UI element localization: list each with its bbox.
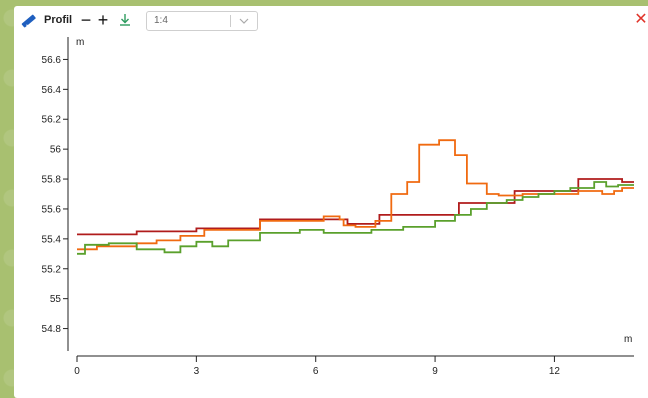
- scale-value: 1:4: [154, 15, 168, 26]
- y-tick-label: 56.6: [42, 55, 62, 66]
- y-tick-label: 56: [50, 145, 62, 156]
- x-tick-label: 6: [313, 366, 319, 377]
- x-tick-label: 3: [194, 366, 200, 377]
- x-tick-label: 0: [74, 366, 80, 377]
- zoom-out-button[interactable]: −: [80, 10, 92, 30]
- y-tick-label: 55.8: [42, 175, 62, 186]
- ruler-icon: [21, 14, 36, 28]
- profile-toolbar: Profil − + 1:4 ✕: [14, 6, 648, 36]
- y-tick-label: 55.6: [42, 204, 62, 215]
- x-tick-label: 9: [432, 366, 438, 377]
- x-tick-label: 12: [549, 366, 561, 377]
- scale-separator: [230, 15, 231, 27]
- series-line-2: [77, 139, 634, 251]
- y-axis-label: m: [76, 37, 84, 48]
- y-tick-label: 55: [50, 294, 62, 305]
- zoom-in-button[interactable]: +: [97, 10, 109, 30]
- download-icon[interactable]: [118, 12, 132, 28]
- chevron-down-icon: [239, 18, 249, 24]
- x-axis-label: m: [624, 334, 632, 345]
- profile-chart: m m 54.8 55 55.2 55.4 55.6 55.8 56 56.2 56.4 56.6…: [42, 37, 634, 377]
- y-tick-label: 55.2: [42, 264, 62, 275]
- scale-select[interactable]: 1:4: [146, 11, 258, 31]
- profile-title: Profil: [44, 14, 73, 26]
- series-line-1: [77, 178, 634, 236]
- y-tick-label: 56.2: [42, 115, 62, 126]
- close-icon[interactable]: ✕: [634, 11, 648, 28]
- series-layer: [77, 139, 634, 255]
- y-tick-label: 54.8: [42, 324, 62, 335]
- y-tick-label: 55.4: [42, 234, 62, 245]
- profile-panel: Profil − + 1:4 ✕ m m 54.8 55 55.2 55.4 55.6 5…: [14, 6, 648, 398]
- series-line-3: [77, 181, 634, 255]
- axes-layer: 54.8 55 55.2 55.4 55.6 55.8 56 56.2 56.4 56.6 0 3 6 9…: [42, 37, 634, 377]
- y-tick-label: 56.4: [42, 85, 62, 96]
